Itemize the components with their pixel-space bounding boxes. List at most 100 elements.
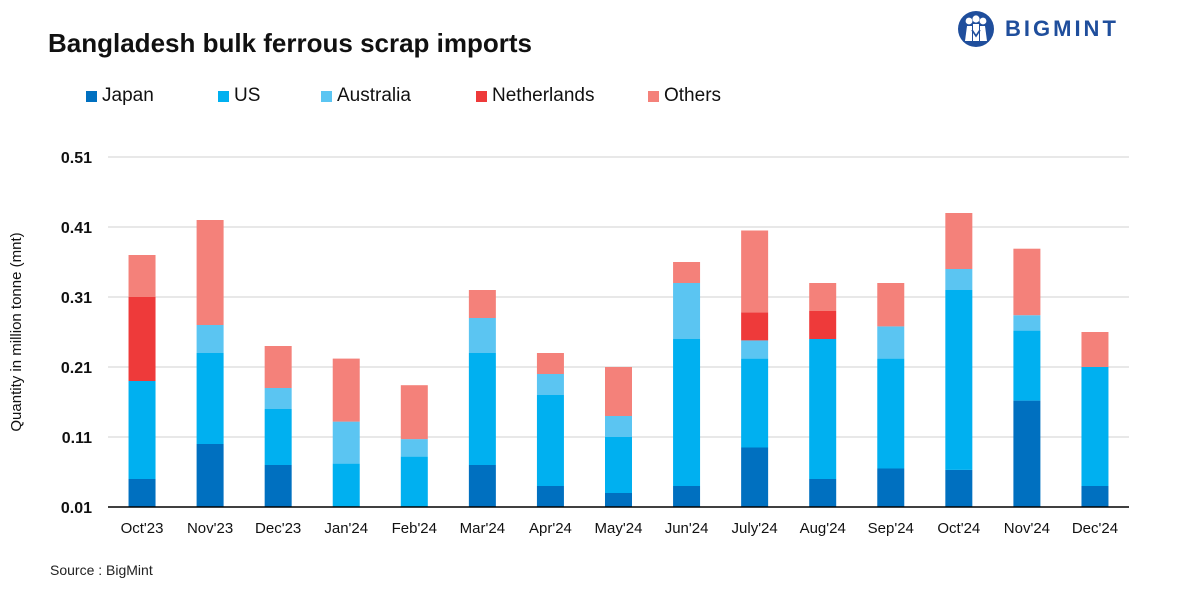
legend-item: Japan [86, 85, 218, 107]
bar-segment-australia [741, 340, 769, 359]
bar-segment-others [877, 283, 905, 327]
y-tick-label: 0.51 [61, 150, 92, 167]
bar-segment-netherlands [809, 311, 837, 339]
bar-segment-japan [468, 465, 496, 507]
bar-segment-australia [673, 283, 701, 339]
legend-swatch [86, 90, 97, 102]
bar-segment-australia [468, 318, 496, 353]
y-tick-label: 0.11 [62, 430, 92, 447]
x-tick-label: Oct'24 [937, 520, 980, 537]
y-tick-label: 0.01 [61, 500, 92, 517]
bar-segment-australia [605, 416, 632, 437]
bar-segment-japan [536, 486, 564, 507]
brand-logo-icon [958, 11, 994, 47]
bar-segment-us [128, 381, 156, 479]
brand-logo: BIGMINT [957, 10, 1119, 48]
bar-segment-japan [1081, 486, 1109, 507]
legend-swatch [218, 90, 229, 102]
bar-segment-us [468, 353, 496, 465]
x-tick-label: July'24 [732, 520, 778, 537]
bar-segment-australia [264, 388, 292, 409]
bar-segment-australia [536, 374, 564, 395]
bar-segment-australia [945, 269, 973, 290]
bar-segment-others [945, 213, 973, 269]
legend-label: Netherlands [492, 85, 595, 106]
legend-swatch [648, 90, 659, 102]
chart-legend: Japan US Australia Netherlands Others [86, 84, 768, 108]
bar-segment-japan [809, 479, 837, 507]
bar-segment-japan [196, 444, 224, 507]
legend-item: Others [648, 85, 768, 107]
legend-item: Australia [321, 85, 476, 107]
bar-segment-australia [400, 439, 428, 457]
chart-title: Bangladesh bulk ferrous scrap imports [48, 28, 533, 58]
legend-swatch [476, 90, 487, 102]
legend-label: US [234, 85, 261, 106]
bar-segment-us [605, 437, 632, 493]
bar-segment-others [332, 358, 360, 422]
legend-label: Japan [102, 85, 154, 106]
bar-segment-japan [264, 465, 292, 507]
bar-segment-japan [1013, 400, 1041, 507]
brand-name: BIGMINT [1005, 16, 1119, 41]
bar-segment-japan [605, 493, 632, 507]
bar-segment-others [673, 262, 701, 283]
bar-segment-others [468, 290, 496, 318]
source-note: Source : BigMint [50, 562, 153, 578]
bar-segment-us [809, 339, 837, 479]
bar-segment-us [1081, 367, 1109, 486]
x-tick-label: Nov'24 [1004, 520, 1050, 537]
x-tick-label: Mar'24 [460, 520, 505, 537]
bar-segment-japan [877, 468, 905, 507]
bar-segment-others [605, 367, 632, 416]
bar-segment-australia [196, 325, 224, 353]
bar-segment-others [536, 353, 564, 374]
x-tick-label: Feb'24 [392, 520, 437, 537]
bar-segment-japan [128, 479, 156, 507]
bar-segment-us [741, 358, 769, 448]
legend-swatch [321, 90, 332, 102]
bar-segment-us [536, 395, 564, 486]
bar-segment-japan [673, 486, 701, 507]
x-tick-label: Oct'23 [121, 520, 164, 537]
x-tick-label: Aug'24 [800, 520, 846, 537]
y-tick-label: 0.41 [61, 220, 92, 237]
bar-segment-us [877, 358, 905, 469]
bar-segment-others [264, 346, 292, 388]
x-tick-label: Sep'24 [868, 520, 914, 537]
x-tick-label: May'24 [595, 520, 643, 537]
x-tick-label: Apr'24 [529, 520, 572, 537]
bar-segment-australia [877, 326, 905, 359]
y-tick-label: 0.21 [61, 360, 92, 377]
legend-label: Others [664, 85, 722, 106]
x-tick-label: Nov'23 [187, 520, 233, 537]
bar-segment-us [400, 456, 428, 507]
legend-label: Australia [337, 85, 411, 106]
bar-segment-others [400, 385, 428, 440]
x-tick-label: Jan'24 [324, 520, 368, 537]
bar-segment-us [196, 353, 224, 444]
x-tick-label: Dec'24 [1072, 520, 1118, 537]
bar-segment-us [264, 409, 292, 465]
bar-segment-others [741, 230, 769, 313]
bar-segment-others [196, 220, 224, 325]
bar-segment-us [332, 463, 360, 507]
legend-item: Netherlands [476, 85, 648, 107]
y-axis-label: Quantity in million tonne (mnt) [8, 232, 25, 431]
bar-segment-australia [332, 421, 360, 464]
x-tick-label: Jun'24 [665, 520, 709, 537]
bar-segment-us [673, 339, 701, 486]
bar-segment-others [128, 255, 156, 297]
bar-segment-us [945, 290, 973, 470]
bar-segment-others [809, 283, 837, 311]
bar-segment-others [1081, 332, 1109, 367]
bar-segment-australia [1013, 315, 1041, 331]
bar-segment-japan [945, 469, 973, 507]
bar-segment-us [1013, 330, 1041, 401]
y-tick-label: 0.31 [61, 290, 92, 307]
bar-segment-others [1013, 248, 1041, 316]
legend-item: US [218, 85, 321, 107]
bar-segment-netherlands [128, 297, 156, 381]
bar-segment-netherlands [741, 312, 769, 341]
